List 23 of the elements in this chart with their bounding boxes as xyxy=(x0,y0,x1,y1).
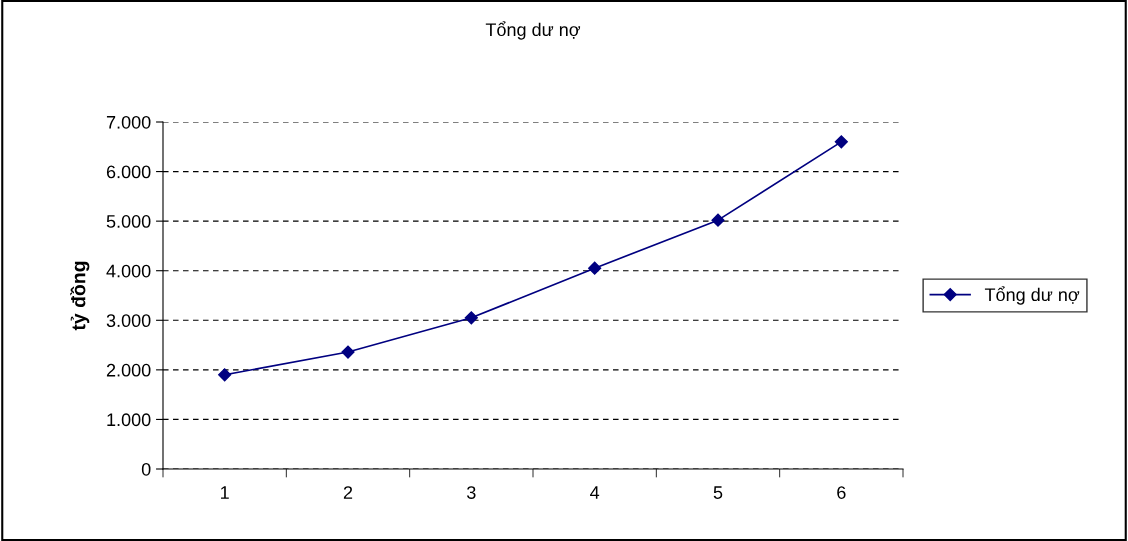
y-tick-label: 5.000 xyxy=(106,215,151,228)
y-tick-label: 3.000 xyxy=(106,314,151,328)
x-tick-label: 4 xyxy=(590,486,600,499)
point xyxy=(711,213,725,227)
x-tick-label: 2 xyxy=(343,486,353,499)
x-tick-label: 6 xyxy=(837,486,846,499)
point xyxy=(218,368,232,382)
legend-label: Tổng dư nợ xyxy=(984,286,1080,305)
x-tick-label: 3 xyxy=(467,486,476,499)
point xyxy=(834,135,848,149)
chart-title: Tổng dư nợ xyxy=(485,21,581,40)
y-tick-label: 2.000 xyxy=(106,363,151,377)
y-axis-title: tỷ đồng xyxy=(70,261,90,331)
x-tick-label: 5 xyxy=(713,486,723,499)
y-tick-label: 6.000 xyxy=(106,165,151,179)
point xyxy=(341,345,355,359)
point xyxy=(588,261,602,275)
y-tick-label: 1.000 xyxy=(107,413,151,427)
y-tick-label: 7.000 xyxy=(106,115,151,129)
y-tick-label: 4.000 xyxy=(106,264,151,278)
x-tick-label: 1 xyxy=(221,486,229,499)
y-tick-label: 0 xyxy=(141,462,151,476)
point xyxy=(464,311,478,325)
